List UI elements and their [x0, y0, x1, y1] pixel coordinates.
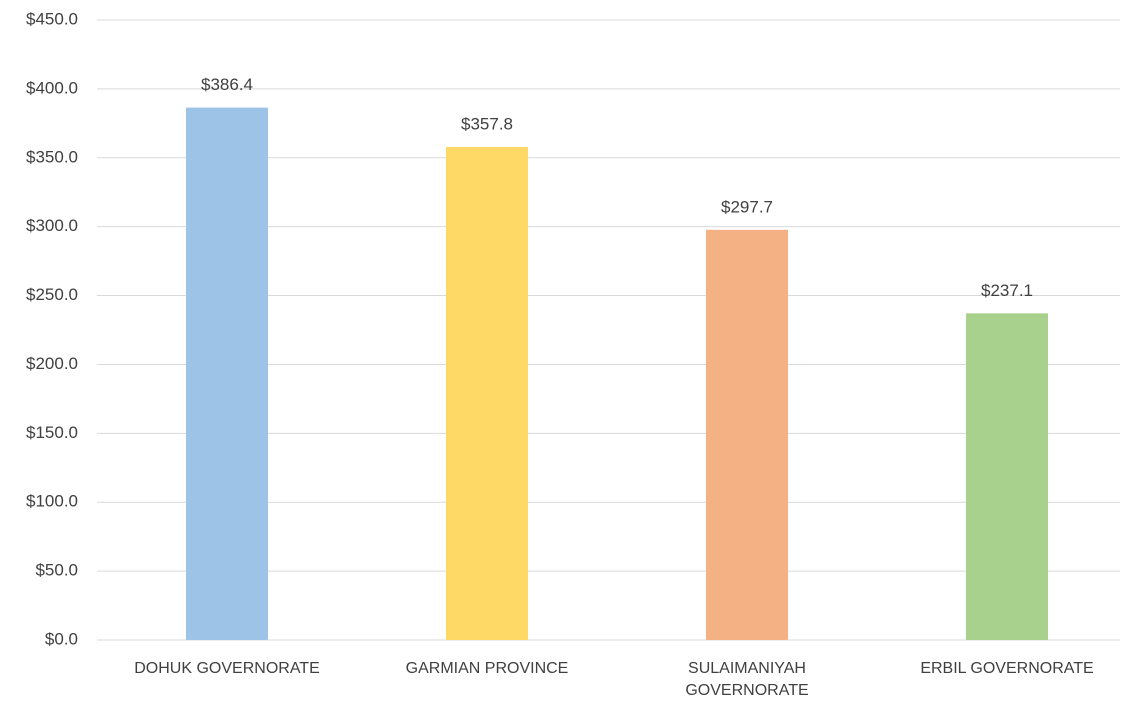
y-tick-label: $300.0 — [26, 216, 78, 235]
y-tick-label: $0.0 — [45, 629, 78, 648]
data-label: $357.8 — [461, 115, 513, 134]
y-tick-label: $200.0 — [26, 354, 78, 373]
y-tick-label: $100.0 — [26, 492, 78, 511]
bar — [706, 229, 788, 640]
bar — [446, 147, 528, 640]
x-tick-label: ERBIL GOVERNORATE — [920, 660, 1094, 677]
y-tick-label: $400.0 — [26, 78, 78, 97]
y-tick-label: $50.0 — [35, 561, 78, 580]
y-tick-label: $250.0 — [26, 285, 78, 304]
data-label: $237.1 — [981, 281, 1033, 300]
y-tick-label: $150.0 — [26, 423, 78, 442]
bar — [966, 313, 1048, 640]
bar — [186, 107, 268, 641]
y-tick-label: $350.0 — [26, 147, 78, 166]
x-tick-label: DOHUK GOVERNORATE — [134, 660, 320, 677]
data-label: $297.7 — [721, 197, 773, 216]
y-tick-label: $450.0 — [26, 9, 78, 28]
data-label: $386.4 — [201, 75, 253, 94]
x-tick-label: SULAIMANIYAH GOVERNORATE — [685, 660, 809, 699]
x-tick-label: GARMIAN PROVINCE — [405, 660, 569, 677]
